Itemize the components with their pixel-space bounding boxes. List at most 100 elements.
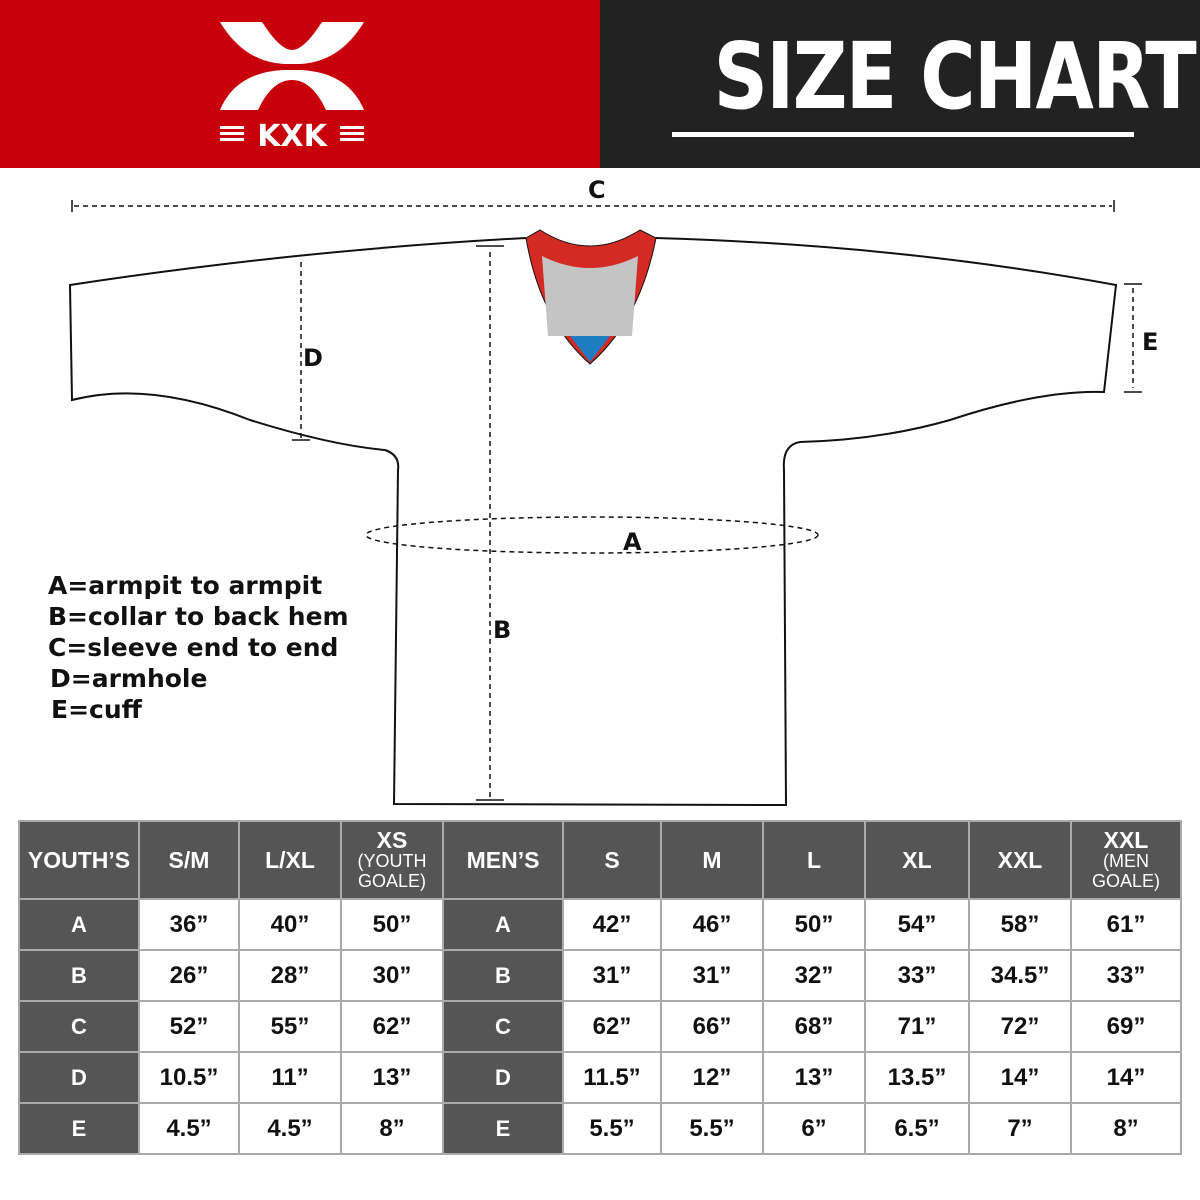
cell-text: 5.5” — [589, 1114, 635, 1142]
cell-text: YOUTH’S — [27, 847, 131, 873]
value-cell: 5.5” — [564, 1104, 660, 1153]
cell-text: B — [71, 962, 87, 988]
label-d: D — [303, 344, 323, 372]
value-cell: 10.5” — [140, 1053, 238, 1102]
cell-text: 13.5” — [887, 1063, 947, 1091]
cell-text: D — [495, 1064, 511, 1090]
value-cell: 4.5” — [240, 1104, 340, 1153]
value-cell: 58” — [970, 900, 1070, 949]
brand-banner: KXK — [0, 0, 600, 168]
row-label: C — [444, 1002, 562, 1051]
value-cell: 55” — [240, 1002, 340, 1051]
value-cell: 6.5” — [866, 1104, 968, 1153]
cell-text: 26” — [169, 961, 209, 989]
cell-subtext: (MEN GOALE) — [1091, 851, 1161, 891]
cell-text: 10.5” — [159, 1063, 219, 1091]
value-cell: 50” — [342, 900, 442, 949]
title-underline — [672, 132, 1134, 137]
cell-text: 4.5” — [267, 1114, 313, 1142]
value-cell: 42” — [564, 900, 660, 949]
table-row: D 10.5” 11” 13” D 11.5” 12” 13” 13.5” 14” 14” — [20, 1053, 1180, 1102]
row-label: C — [20, 1002, 138, 1051]
cell-text: 52” — [169, 1012, 209, 1040]
label-b: B — [493, 616, 512, 644]
value-cell: 31” — [564, 951, 660, 1000]
cell-text: 33” — [1106, 961, 1146, 989]
value-cell: 34.5” — [970, 951, 1070, 1000]
value-cell: 62” — [564, 1002, 660, 1051]
cell-text: 4.5” — [166, 1114, 212, 1142]
cell-text: 11” — [271, 1063, 309, 1091]
header-size: S/M — [140, 822, 238, 898]
cell-text: M — [702, 847, 722, 873]
page-title: SIZE CHART — [713, 23, 1197, 130]
cell-text: 71” — [897, 1012, 937, 1040]
kxk-logo: KXK — [220, 22, 364, 154]
value-cell: 69” — [1072, 1002, 1180, 1051]
cell-text: 31” — [692, 961, 732, 989]
cell-text: 34.5” — [990, 961, 1050, 989]
cell-text: 28” — [270, 961, 310, 989]
value-cell: 52” — [140, 1002, 238, 1051]
value-cell: 33” — [1072, 951, 1180, 1000]
measurement-legend: A=armpit to armpit B=collar to back hem … — [48, 570, 349, 725]
cell-text: 66” — [692, 1012, 732, 1040]
cell-text: XXL — [997, 847, 1043, 873]
cell-text: 46” — [692, 910, 732, 938]
cell-text: 6” — [801, 1114, 827, 1142]
value-cell: 50” — [764, 900, 864, 949]
legend-c: C=sleeve end to end — [48, 633, 339, 662]
value-cell: 13” — [764, 1053, 864, 1102]
header-size: XXL (MEN GOALE) — [1072, 822, 1180, 898]
value-cell: 54” — [866, 900, 968, 949]
cell-text: 13” — [794, 1063, 834, 1091]
title-banner — [600, 0, 1200, 168]
row-label: D — [20, 1053, 138, 1102]
header-size: M — [662, 822, 762, 898]
value-cell: 30” — [342, 951, 442, 1000]
table-row: B 26” 28” 30” B 31” 31” 32” 33” 34.5” 33” — [20, 951, 1180, 1000]
cell-text: 54” — [897, 910, 937, 938]
cell-text: 36” — [169, 910, 209, 938]
value-cell: 12” — [662, 1053, 762, 1102]
cell-text: 11.5” — [583, 1063, 641, 1091]
value-cell: 28” — [240, 951, 340, 1000]
label-c: C — [588, 176, 606, 204]
value-cell: 4.5” — [140, 1104, 238, 1153]
size-table: YOUTH’S S/M L/XL XS (YOUTH GOALE) MEN’S S M L XL X… — [18, 820, 1182, 1155]
value-cell: 46” — [662, 900, 762, 949]
cell-text: A — [71, 911, 87, 937]
value-cell: 13.5” — [866, 1053, 968, 1102]
svg-text:KXK: KXK — [257, 119, 328, 154]
cell-text: 62” — [592, 1012, 632, 1040]
cell-text: C — [495, 1013, 511, 1039]
value-cell: 7” — [970, 1104, 1070, 1153]
legend-e: E=cuff — [51, 695, 142, 724]
cell-text: 68” — [794, 1012, 834, 1040]
value-cell: 14” — [1072, 1053, 1180, 1102]
cell-text: 7” — [1007, 1114, 1033, 1142]
value-cell: 5.5” — [662, 1104, 762, 1153]
legend-d: D=armhole — [50, 664, 208, 693]
cell-text: E — [71, 1115, 87, 1141]
row-label: D — [444, 1053, 562, 1102]
header-youth: YOUTH’S — [20, 822, 138, 898]
cell-text: 31” — [592, 961, 632, 989]
value-cell: 13” — [342, 1053, 442, 1102]
cell-text: XL — [902, 847, 932, 873]
value-cell: 11” — [240, 1053, 340, 1102]
cell-text: 69” — [1106, 1012, 1146, 1040]
value-cell: 11.5” — [564, 1053, 660, 1102]
row-label: A — [20, 900, 138, 949]
cell-text: L/XL — [265, 847, 315, 873]
cell-text: 14” — [1000, 1063, 1040, 1091]
cell-text: S/M — [168, 847, 210, 873]
legend-a: A=armpit to armpit — [48, 571, 323, 600]
cell-text: XXL — [1103, 827, 1149, 853]
table-row: E 4.5” 4.5” 8” E 5.5” 5.5” 6” 6.5” 7” 8” — [20, 1104, 1180, 1153]
row-label: B — [444, 951, 562, 1000]
legend-b: B=collar to back hem — [48, 602, 349, 631]
cell-text: 55” — [270, 1012, 310, 1040]
cell-text: 62” — [372, 1012, 412, 1040]
value-cell: 33” — [866, 951, 968, 1000]
